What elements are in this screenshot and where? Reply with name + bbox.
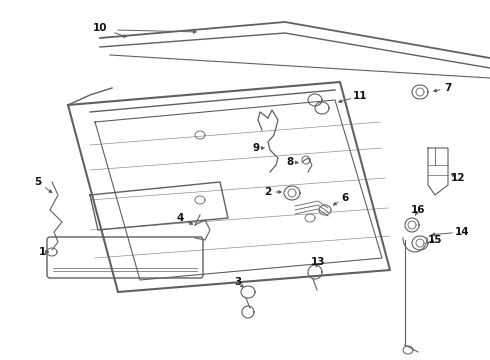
Text: 1: 1 [38, 247, 46, 257]
Text: 8: 8 [286, 157, 294, 167]
Text: 6: 6 [342, 193, 348, 203]
Text: 2: 2 [265, 187, 271, 197]
Text: 14: 14 [455, 227, 469, 237]
Text: 12: 12 [451, 173, 465, 183]
Text: 5: 5 [34, 177, 42, 187]
Text: 13: 13 [311, 257, 325, 267]
Text: 10: 10 [93, 23, 107, 33]
Text: 11: 11 [353, 91, 367, 101]
Text: 16: 16 [411, 205, 425, 215]
Text: 4: 4 [176, 213, 184, 223]
Text: 9: 9 [252, 143, 260, 153]
Text: 15: 15 [428, 235, 442, 245]
Text: 7: 7 [444, 83, 452, 93]
Text: 3: 3 [234, 277, 242, 287]
